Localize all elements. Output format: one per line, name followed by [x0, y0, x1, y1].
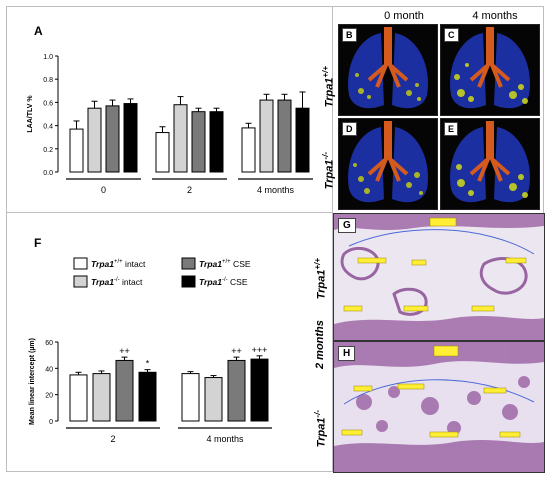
bar — [209, 111, 224, 173]
histo-row-label-ko: Trpa1-/- — [312, 410, 328, 448]
ct-row-label-wt: Trpa1+/+ — [320, 65, 336, 108]
bar — [92, 373, 111, 422]
legend-swatch — [73, 275, 88, 288]
y-tick-label: 20 — [45, 393, 53, 400]
legend-label: Trpa1-/- intact — [91, 277, 143, 287]
group-label: 4 months — [206, 434, 244, 444]
y-tick-label: 60 — [45, 340, 53, 347]
legend-label: Trpa1+/+ CSE — [199, 259, 251, 269]
significance-mark: ++ — [231, 346, 242, 356]
ct-image-d: D — [338, 118, 438, 210]
ct-column-label-4: 4 months — [472, 10, 518, 22]
group-label: 2 — [187, 185, 192, 195]
bar — [115, 359, 134, 422]
bar — [259, 99, 274, 173]
y-axis-label: LAA/TLV % — [27, 95, 34, 133]
ct-lung-render-d — [339, 119, 437, 209]
legend-swatch — [181, 257, 196, 270]
histology-image-g: G — [333, 213, 545, 341]
bar — [295, 107, 310, 173]
bar — [155, 132, 170, 173]
y-tick-label: 40 — [45, 366, 53, 373]
y-tick-label: 0.8 — [43, 77, 53, 84]
bar — [105, 105, 120, 173]
legend-label: Trpa1+/+ intact — [91, 259, 146, 269]
ct-image-c: C — [440, 24, 540, 116]
group-label: 2 — [110, 434, 115, 444]
ct-label-b: B — [342, 28, 357, 42]
legend-label: Trpa1-/- CSE — [199, 277, 248, 287]
y-tick-label: 0.4 — [43, 124, 53, 131]
y-tick-label: 0 — [49, 419, 53, 426]
histo-time-label: 2 months — [314, 320, 326, 369]
y-axis-label: Mean linear intercept (µm) — [29, 338, 36, 425]
bar — [69, 128, 84, 173]
chart-a: 0.0 0.2 0.4 0.6 0.8 1.0 LAA/TLV % 0 2 4 months — [27, 54, 313, 195]
ct-label-e: E — [444, 122, 459, 136]
significance-mark: +++ — [252, 345, 268, 355]
bar — [204, 377, 223, 422]
bar — [173, 104, 188, 173]
bar — [227, 359, 246, 422]
bar — [277, 99, 292, 173]
ct-row-label-ko: Trpa1-/- — [320, 152, 336, 190]
bar — [241, 127, 256, 173]
y-tick-label: 0.0 — [43, 170, 53, 177]
y-tick-label: 1.0 — [43, 54, 53, 61]
panel-divider-vertical — [332, 6, 333, 472]
y-tick-label: 0.6 — [43, 100, 53, 107]
group-label: 0 — [101, 185, 106, 195]
bar — [123, 103, 138, 173]
histology-label-h: H — [338, 346, 356, 361]
ct-label-c: C — [444, 28, 459, 42]
panel-label-f: F — [34, 236, 42, 250]
y-tick-label: 0.2 — [43, 147, 53, 154]
ct-image-b: B — [338, 24, 438, 116]
panel-divider-horizontal — [6, 212, 332, 213]
ct-lung-render-e — [441, 119, 539, 209]
ct-label-d: D — [342, 122, 357, 136]
group-label: 4 months — [257, 185, 295, 195]
significance-mark: * — [146, 359, 150, 369]
ct-image-e: E — [440, 118, 540, 210]
bar — [87, 107, 102, 173]
histology-label-g: G — [338, 218, 356, 233]
histology-render-h — [334, 342, 544, 472]
histo-row-label-wt: Trpa1+/+ — [312, 257, 328, 300]
bar — [138, 371, 157, 422]
histology-image-h: H — [333, 341, 545, 473]
histology-render-g — [334, 214, 544, 340]
legend-swatch — [73, 257, 88, 270]
bar — [191, 111, 206, 173]
bar — [250, 358, 269, 422]
panel-label-a: A — [34, 24, 43, 38]
significance-mark: ++ — [119, 346, 130, 356]
bar — [69, 374, 88, 422]
legend-swatch — [181, 275, 196, 288]
bar — [181, 373, 200, 422]
ct-column-label-0: 0 month — [384, 10, 424, 22]
